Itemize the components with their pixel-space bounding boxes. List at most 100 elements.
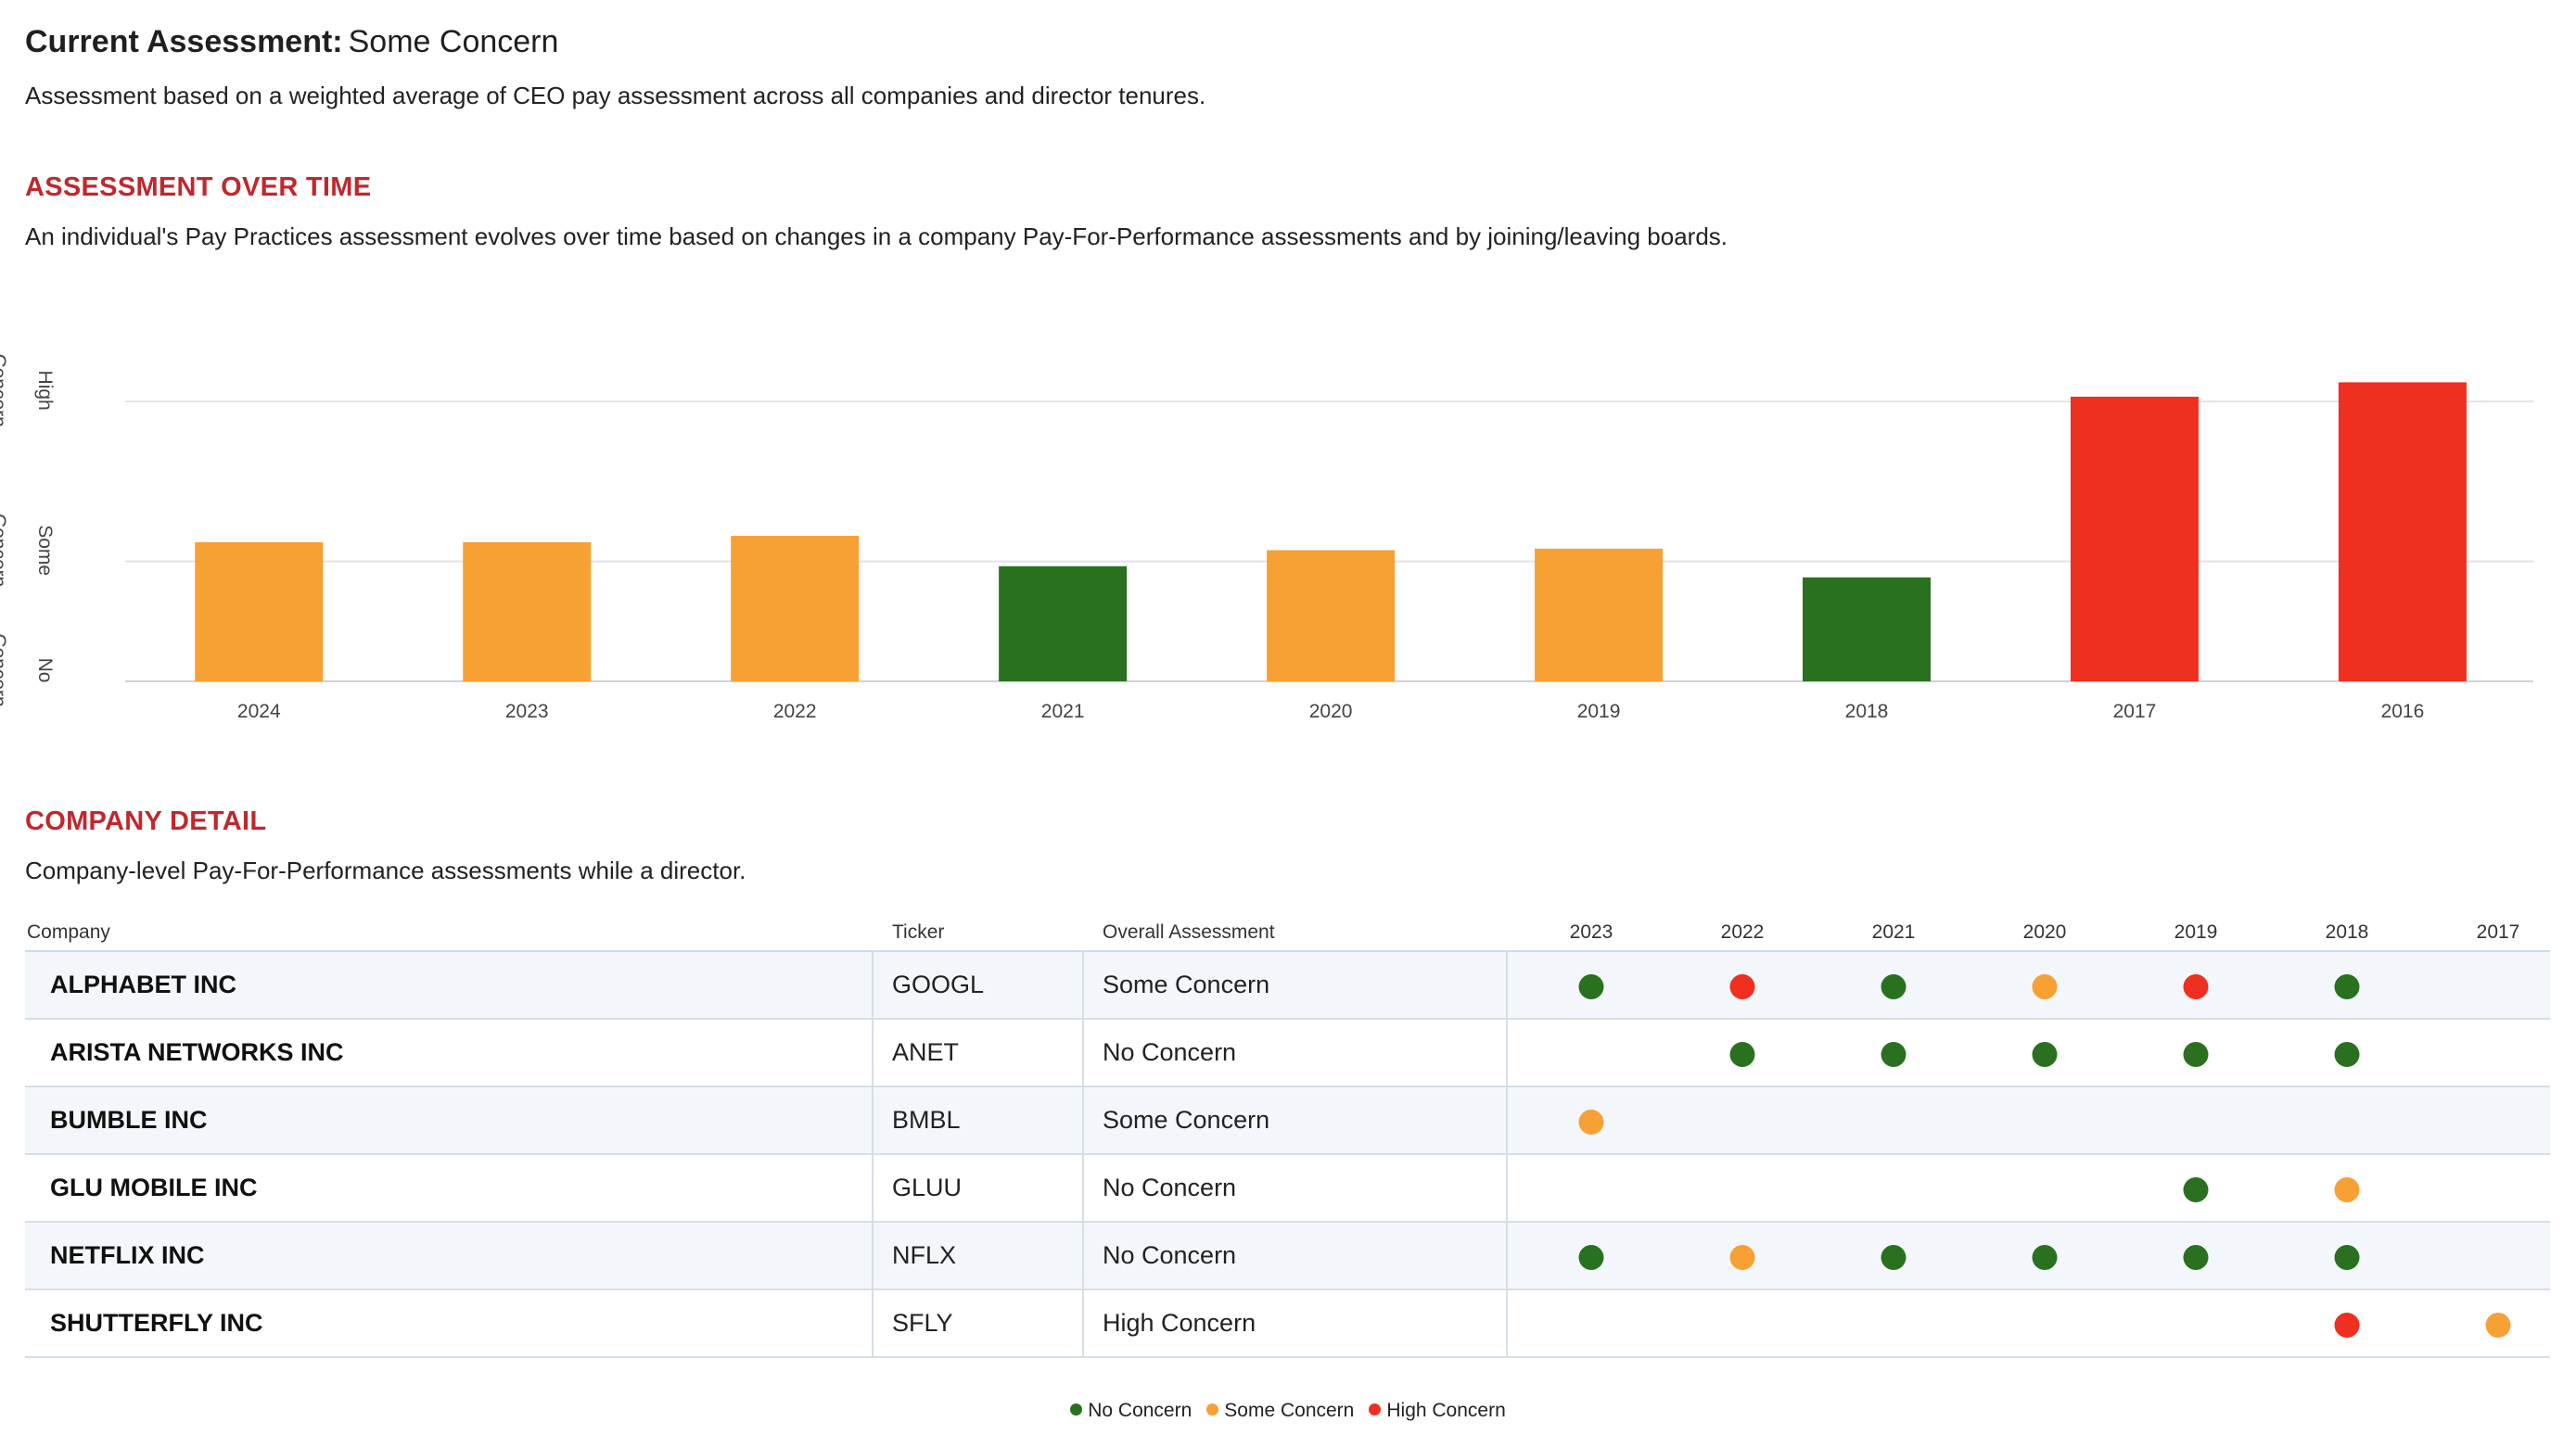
- y-tick-label: High Concern: [0, 353, 56, 426]
- legend-label: No Concern: [1088, 1400, 1192, 1421]
- table-row[interactable]: NETFLIX INC NFLX No Concern: [25, 1223, 2550, 1290]
- column-divider: [1082, 1155, 1084, 1221]
- bar-2024: [195, 541, 324, 681]
- assessment-dot-no-concern[interactable]: [1881, 974, 1906, 999]
- assessment-over-time-description: An individual's Pay Practices assessment…: [25, 222, 1728, 250]
- column-header-year-2018[interactable]: 2018: [2325, 921, 2369, 943]
- column-header-year-2023[interactable]: 2023: [1569, 921, 1613, 943]
- assessment-over-time-title: ASSESSMENT OVER TIME: [25, 172, 372, 202]
- assessment-dot-no-concern[interactable]: [2334, 1245, 2360, 1270]
- assessment-dot-no-concern[interactable]: [2183, 1042, 2209, 1067]
- column-header-year-2017[interactable]: 2017: [2476, 921, 2520, 943]
- assessment-dot-no-concern[interactable]: [2183, 1245, 2209, 1270]
- column-header-year-2022[interactable]: 2022: [1720, 921, 1765, 943]
- table-row[interactable]: GLU MOBILE INC GLUU No Concern: [25, 1155, 2550, 1223]
- overall-assessment: Some Concern: [1103, 971, 1270, 998]
- company-detail-table: Company Ticker Overall Assessment 2023 20…: [25, 918, 2550, 1358]
- bar-2022: [731, 536, 860, 681]
- assessment-dot-high-concern[interactable]: [2183, 974, 2209, 999]
- column-divider: [1082, 1223, 1084, 1289]
- company-name: GLU MOBILE INC: [50, 1174, 258, 1201]
- assessment-dot-some-concern[interactable]: [1578, 1110, 1604, 1135]
- overall-assessment: No Concern: [1103, 1241, 1237, 1269]
- column-divider: [872, 1155, 874, 1221]
- column-header-company[interactable]: Company: [27, 921, 110, 943]
- legend-dot: [1206, 1403, 1219, 1416]
- column-header-year-2020[interactable]: 2020: [2022, 921, 2067, 943]
- overall-assessment: No Concern: [1103, 1038, 1237, 1066]
- x-tick-label-2016: 2016: [2381, 701, 2425, 722]
- x-tick-label-2017: 2017: [2113, 701, 2157, 722]
- x-tick-label-2020: 2020: [1309, 701, 1353, 722]
- y-tick-label-line: Concern: [0, 353, 9, 426]
- ticker: NFLX: [892, 1241, 957, 1269]
- bar-2016: [2338, 382, 2467, 681]
- table-row[interactable]: ALPHABET INC GOOGL Some Concern: [25, 952, 2550, 1020]
- y-tick-label-line: Concern: [0, 514, 9, 587]
- column-divider: [1082, 952, 1084, 1018]
- column-header-overall-assessment[interactable]: Overall Assessment: [1103, 921, 1275, 943]
- assessment-dot-some-concern[interactable]: [2334, 1177, 2360, 1202]
- assessment-dot-no-concern[interactable]: [2032, 1042, 2058, 1067]
- assessment-legend: No Concern Some Concern High Concern: [0, 1400, 2576, 1422]
- column-divider: [1506, 1155, 1508, 1221]
- x-tick-label-2021: 2021: [1041, 701, 1085, 722]
- legend-label: High Concern: [1386, 1400, 1506, 1421]
- column-divider: [1506, 1087, 1508, 1153]
- bar-2023: [463, 541, 592, 681]
- legend-dot: [1070, 1403, 1083, 1416]
- column-divider: [872, 1223, 874, 1289]
- x-tick-label-2023: 2023: [505, 701, 549, 722]
- table-row[interactable]: ARISTA NETWORKS INC ANET No Concern: [25, 1020, 2550, 1087]
- company-name: SHUTTERFLY INC: [50, 1309, 263, 1337]
- table-row[interactable]: BUMBLE INC BMBL Some Concern: [25, 1087, 2550, 1155]
- column-header-ticker[interactable]: Ticker: [892, 921, 945, 943]
- assessment-dot-high-concern[interactable]: [2334, 1313, 2360, 1338]
- ticker: SFLY: [892, 1309, 953, 1337]
- column-header-year-2021[interactable]: 2021: [1871, 921, 1916, 943]
- column-header-year-2019[interactable]: 2019: [2174, 921, 2218, 943]
- overall-assessment: No Concern: [1103, 1174, 1237, 1201]
- current-assessment-description: Assessment based on a weighted average o…: [25, 82, 1206, 109]
- legend-label: Some Concern: [1224, 1400, 1355, 1421]
- assessment-over-time-chart: No Concern Some Concern High Concern 2024 2023 2…: [0, 353, 2533, 722]
- assessment-dot-no-concern[interactable]: [1578, 974, 1604, 999]
- bar-2019: [1535, 548, 1664, 681]
- ticker: BMBL: [892, 1106, 961, 1134]
- y-tick-label-line: No: [34, 658, 56, 683]
- column-divider: [1082, 1020, 1084, 1086]
- legend-item[interactable]: Some Concern: [1206, 1400, 1354, 1422]
- x-tick-label-2019: 2019: [1577, 701, 1621, 722]
- column-divider: [1506, 1290, 1508, 1356]
- y-tick-label-line: Some: [34, 525, 56, 576]
- company-detail-title: COMPANY DETAIL: [25, 806, 267, 836]
- assessment-dot-no-concern[interactable]: [1881, 1245, 1906, 1270]
- table-body: ALPHABET INC GOOGL Some Concern ARISTA NETW…: [25, 950, 2550, 1358]
- column-divider: [872, 1290, 874, 1356]
- x-tick-label-2022: 2022: [773, 701, 817, 722]
- table-row[interactable]: SHUTTERFLY INC SFLY High Concern: [25, 1290, 2550, 1358]
- assessment-dot-no-concern[interactable]: [2334, 1042, 2360, 1067]
- legend-item[interactable]: High Concern: [1369, 1400, 1506, 1422]
- assessment-dot-no-concern[interactable]: [1729, 1042, 1755, 1067]
- assessment-dot-no-concern[interactable]: [1578, 1245, 1604, 1270]
- assessment-dot-no-concern[interactable]: [2032, 1245, 2058, 1270]
- assessment-dot-some-concern[interactable]: [2485, 1313, 2511, 1338]
- assessment-dot-high-concern[interactable]: [1729, 974, 1755, 999]
- ticker: GOOGL: [892, 971, 985, 998]
- company-name: ALPHABET INC: [50, 971, 236, 998]
- assessment-dot-some-concern[interactable]: [1729, 1245, 1755, 1270]
- bar-2017: [2070, 396, 2199, 681]
- column-divider: [1506, 1223, 1508, 1289]
- assessment-dot-no-concern[interactable]: [1881, 1042, 1906, 1067]
- bar-2020: [1267, 550, 1396, 681]
- current-assessment-label: Current Assessment:: [25, 24, 343, 59]
- current-assessment-value: Some Concern: [348, 24, 559, 59]
- table-header: Company Ticker Overall Assessment 2023 20…: [25, 918, 2550, 950]
- column-divider: [872, 1020, 874, 1086]
- legend-item[interactable]: No Concern: [1070, 1400, 1192, 1422]
- assessment-dot-no-concern[interactable]: [2183, 1177, 2209, 1202]
- overall-assessment: High Concern: [1103, 1309, 1256, 1337]
- assessment-dot-no-concern[interactable]: [2334, 974, 2360, 999]
- assessment-dot-some-concern[interactable]: [2032, 974, 2058, 999]
